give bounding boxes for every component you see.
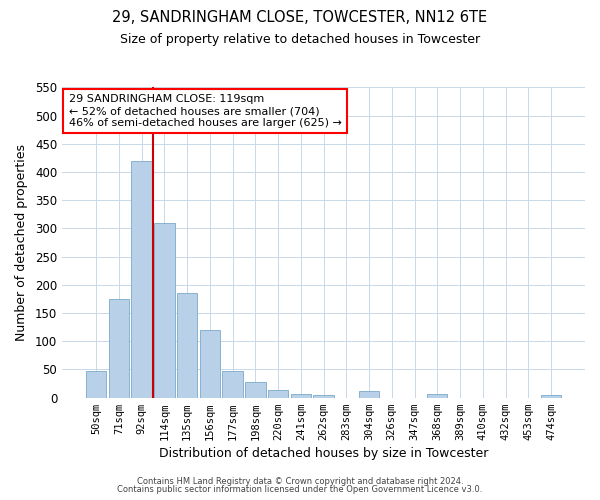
Bar: [268, 390, 288, 398]
Text: 29 SANDRINGHAM CLOSE: 119sqm
← 52% of detached houses are smaller (704)
46% of s: 29 SANDRINGHAM CLOSE: 119sqm ← 52% of de…: [69, 94, 342, 128]
Bar: [541, 396, 561, 398]
Bar: [427, 394, 448, 398]
Bar: [200, 330, 220, 398]
Bar: [313, 395, 334, 398]
Text: Contains HM Land Registry data © Crown copyright and database right 2024.: Contains HM Land Registry data © Crown c…: [137, 477, 463, 486]
X-axis label: Distribution of detached houses by size in Towcester: Distribution of detached houses by size …: [159, 447, 488, 460]
Bar: [290, 394, 311, 398]
Bar: [223, 371, 243, 398]
Bar: [86, 371, 106, 398]
Bar: [245, 382, 266, 398]
Bar: [154, 223, 175, 398]
Y-axis label: Number of detached properties: Number of detached properties: [15, 144, 28, 341]
Bar: [109, 299, 129, 398]
Bar: [177, 294, 197, 398]
Text: Size of property relative to detached houses in Towcester: Size of property relative to detached ho…: [120, 32, 480, 46]
Text: Contains public sector information licensed under the Open Government Licence v3: Contains public sector information licen…: [118, 485, 482, 494]
Bar: [131, 161, 152, 398]
Bar: [359, 392, 379, 398]
Text: 29, SANDRINGHAM CLOSE, TOWCESTER, NN12 6TE: 29, SANDRINGHAM CLOSE, TOWCESTER, NN12 6…: [112, 10, 488, 25]
